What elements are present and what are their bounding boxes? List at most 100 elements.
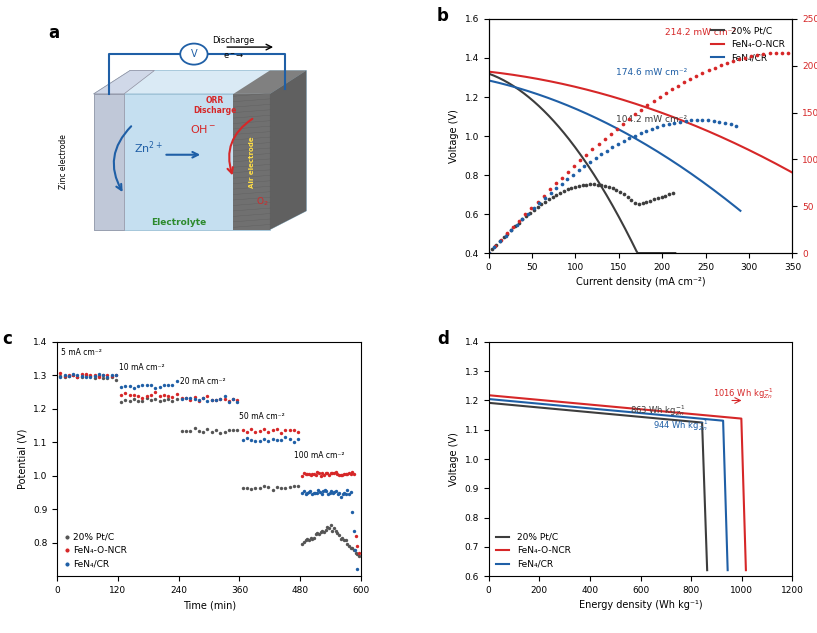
- Point: [339, 535, 352, 545]
- Point: [100, 372, 114, 382]
- Point: [516, 214, 529, 224]
- Point: [188, 423, 201, 433]
- Point: [75, 370, 88, 380]
- Text: ORR
Discharge: ORR Discharge: [194, 96, 237, 115]
- Point: [312, 485, 325, 495]
- Point: [726, 56, 739, 66]
- Point: [192, 396, 205, 406]
- Point: [679, 116, 692, 126]
- Point: [543, 184, 556, 194]
- Point: [733, 54, 746, 65]
- Point: [344, 487, 357, 498]
- Point: [275, 428, 288, 438]
- Text: Discharge: Discharge: [212, 35, 255, 44]
- Point: [323, 523, 336, 534]
- Point: [635, 104, 648, 115]
- Point: [712, 116, 725, 127]
- Point: [537, 191, 550, 201]
- Point: [569, 182, 582, 192]
- Point: [769, 47, 782, 58]
- Point: [105, 372, 118, 382]
- Point: [334, 534, 347, 544]
- Point: [249, 427, 262, 437]
- Y-axis label: Voltage (V): Voltage (V): [449, 432, 459, 486]
- Point: [132, 391, 145, 401]
- Legend: 20% Pt/C, FeN₄-O-NCR, FeN₄/CR: 20% Pt/C, FeN₄-O-NCR, FeN₄/CR: [62, 530, 130, 572]
- Point: [297, 468, 310, 479]
- Point: [328, 487, 341, 497]
- Point: [301, 468, 314, 479]
- Point: [266, 425, 279, 436]
- Point: [341, 539, 354, 549]
- Point: [572, 181, 585, 191]
- Point: [170, 394, 183, 404]
- Point: [304, 534, 317, 544]
- Text: 20 mA cm⁻²: 20 mA cm⁻²: [180, 377, 225, 386]
- Point: [672, 80, 685, 91]
- Point: [617, 118, 630, 128]
- Point: [587, 179, 600, 189]
- Point: [350, 541, 364, 551]
- Point: [166, 392, 179, 402]
- Point: [606, 184, 619, 194]
- Point: [297, 537, 310, 547]
- Point: [279, 432, 292, 442]
- Point: [644, 196, 657, 206]
- Text: 863 Wh kg$_{Zn}^{-1}$: 863 Wh kg$_{Zn}^{-1}$: [631, 403, 685, 418]
- Point: [333, 470, 346, 480]
- Point: [88, 373, 101, 383]
- Point: [96, 373, 109, 383]
- Point: [578, 161, 591, 171]
- Point: [109, 370, 123, 380]
- Point: [329, 526, 342, 536]
- Point: [321, 522, 334, 532]
- Point: [751, 50, 764, 60]
- Point: [226, 425, 239, 435]
- Point: [625, 194, 638, 204]
- Point: [307, 468, 320, 479]
- Point: [557, 186, 570, 196]
- Point: [647, 194, 660, 204]
- Point: [339, 468, 352, 479]
- Point: [201, 396, 214, 406]
- Point: [158, 395, 171, 405]
- Point: [677, 77, 690, 87]
- Point: [352, 551, 365, 561]
- Point: [640, 126, 653, 136]
- Point: [314, 487, 327, 497]
- Point: [326, 468, 339, 479]
- Point: [334, 470, 347, 480]
- Point: [145, 391, 158, 401]
- Point: [614, 187, 627, 197]
- Point: [690, 71, 703, 81]
- Point: [302, 468, 315, 479]
- Legend: 20% Pt/C, FeN₄-O-NCR, FeN₄/CR: 20% Pt/C, FeN₄-O-NCR, FeN₄/CR: [708, 23, 788, 65]
- Point: [83, 371, 96, 381]
- Point: [527, 205, 540, 215]
- Point: [92, 372, 105, 382]
- Point: [609, 185, 623, 195]
- Point: [339, 489, 352, 499]
- Point: [66, 370, 79, 380]
- Point: [632, 199, 645, 210]
- Point: [324, 486, 337, 496]
- Point: [153, 396, 166, 406]
- Point: [205, 427, 218, 437]
- Point: [337, 487, 350, 498]
- Point: [684, 74, 697, 84]
- Point: [307, 533, 320, 543]
- Point: [501, 229, 514, 239]
- Point: [58, 371, 71, 381]
- Point: [531, 197, 544, 207]
- Point: [318, 527, 331, 537]
- Point: [576, 180, 589, 191]
- Point: [645, 123, 659, 134]
- Point: [781, 47, 794, 58]
- Point: [192, 395, 205, 405]
- Point: [519, 209, 532, 219]
- Point: [180, 393, 193, 403]
- Point: [266, 434, 279, 444]
- Point: [118, 381, 132, 391]
- Point: [114, 397, 127, 407]
- Point: [175, 394, 188, 404]
